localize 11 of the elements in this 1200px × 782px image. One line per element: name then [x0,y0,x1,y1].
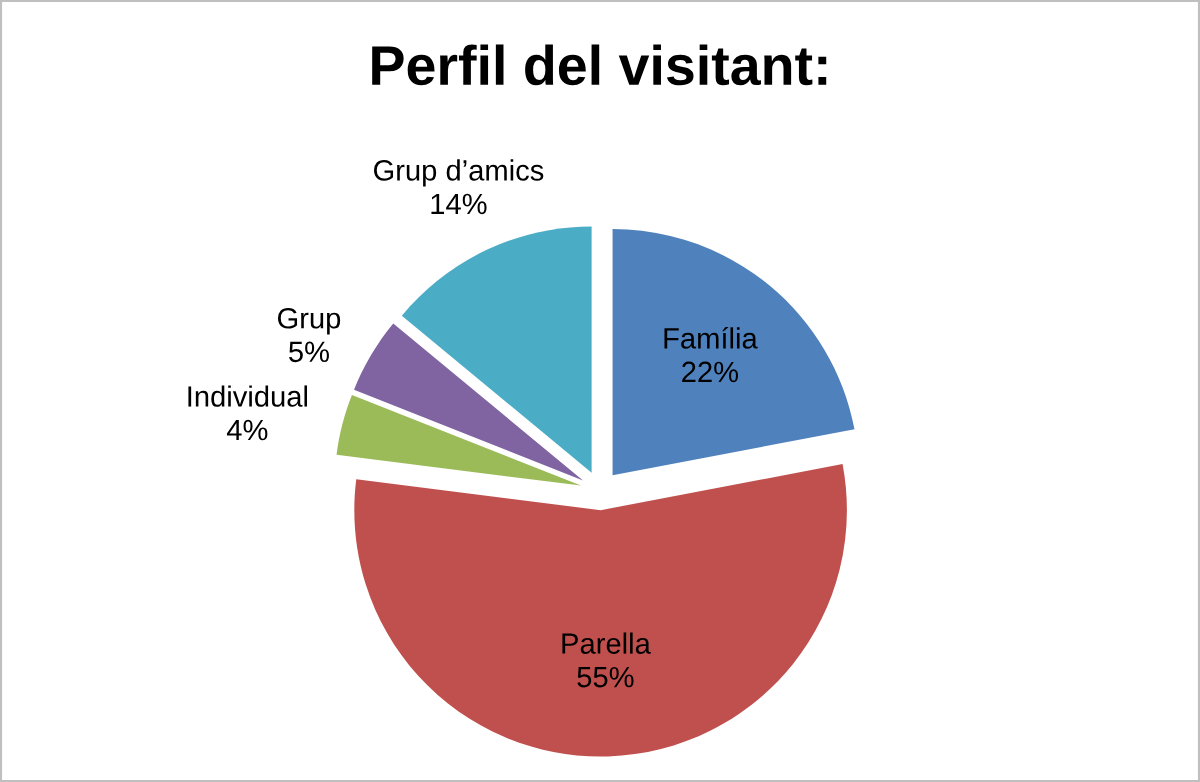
data-label: 5% [289,341,329,363]
chart-title: Perfil del visitant: [372,44,827,86]
slice-label: Grup [277,307,341,335]
data-label: 22% [682,361,739,383]
slice-label: Individual [188,385,308,407]
data-label: 14% [431,193,487,215]
data-label: 4% [226,419,268,441]
slice-label: Grup d’amics [373,159,544,187]
data-label: 55% [577,666,634,688]
slice-label: Parella [562,632,651,654]
slice-label: Família [664,326,758,349]
